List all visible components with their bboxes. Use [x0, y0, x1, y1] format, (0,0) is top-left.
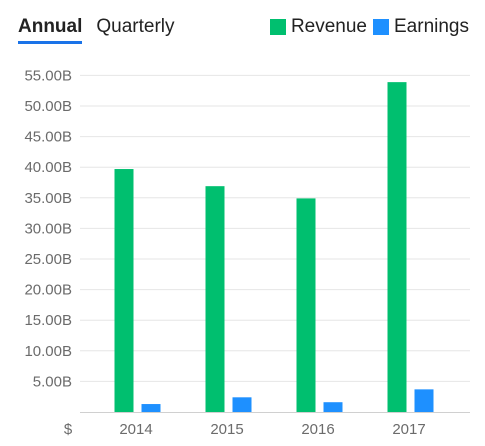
legend-swatch-revenue	[269, 19, 286, 35]
tab-annual[interactable]: Annual	[18, 14, 83, 44]
bar-earnings-2014	[141, 404, 161, 412]
legend-item-revenue[interactable]: Revenue	[269, 16, 367, 38]
bar-revenue-2014	[114, 169, 134, 412]
y-tick-label: 35.00B	[24, 190, 72, 207]
legend-swatch-earnings	[373, 19, 389, 35]
legend-label-revenue: Revenue	[290, 16, 367, 37]
legend-item-earnings[interactable]: Earnings	[373, 16, 469, 38]
legend-label-earnings: Earnings	[394, 16, 469, 37]
y-tick-label: 10.00B	[24, 343, 72, 360]
tab-quarterly[interactable]: Quarterly	[96, 16, 175, 37]
bar-revenue-2017	[387, 82, 407, 412]
x-tick-label: 2014	[119, 421, 152, 438]
bar-earnings-2015	[232, 397, 252, 412]
x-tick-label: 2017	[392, 421, 425, 438]
y-tick-label: 40.00B	[24, 159, 72, 176]
x-tick-label: 2016	[301, 421, 334, 438]
y-tick-label: 5.00B	[33, 373, 72, 390]
y-tick-label: 55.00B	[24, 67, 72, 84]
y-tick-label: 20.00B	[24, 282, 72, 299]
y-tick-label: 50.00B	[24, 98, 72, 115]
x-tick-label: 2015	[210, 421, 243, 438]
y-tick-label: 15.00B	[24, 312, 72, 329]
y-tick-label: 25.00B	[24, 251, 72, 268]
bar-earnings-2017	[414, 389, 434, 412]
y-tick-label: 30.00B	[24, 220, 72, 237]
y-tick-label: 45.00B	[24, 129, 72, 146]
bar-revenue-2016	[296, 198, 316, 412]
y-unit-label: $	[64, 421, 73, 438]
period-tabs: Annual Quarterly	[18, 14, 189, 44]
bar-earnings-2016	[323, 402, 343, 412]
chart-legend: Revenue Earnings	[264, 16, 469, 38]
bar-revenue-2015	[205, 186, 225, 412]
